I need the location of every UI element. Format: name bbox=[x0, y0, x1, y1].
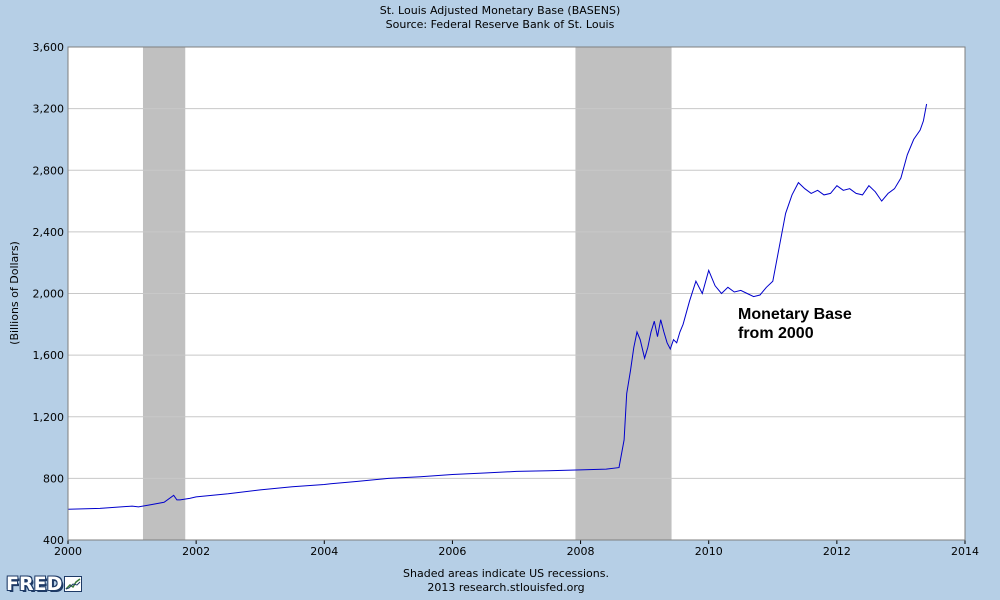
x-tick-label-2000: 2000 bbox=[54, 545, 82, 558]
chart-title: St. Louis Adjusted Monetary Base (BASENS… bbox=[380, 4, 620, 17]
y-tick-label-2400: 2,400 bbox=[33, 226, 65, 239]
logo-text: FRED bbox=[6, 573, 63, 595]
fred-logo[interactable]: FRED bbox=[6, 573, 83, 595]
y-tick-label-1600: 1,600 bbox=[33, 349, 65, 362]
x-tick-label-2010: 2010 bbox=[695, 545, 723, 558]
annotation-line-1: Monetary Base bbox=[738, 306, 852, 323]
x-tick-label-2004: 2004 bbox=[310, 545, 338, 558]
x-tick-labels: 2000 2002 2004 2006 2008 2010 2012 2014 bbox=[54, 540, 979, 558]
footer-credit: 2013 research.stlouisfed.org bbox=[427, 581, 584, 594]
x-tick-label-2014: 2014 bbox=[951, 545, 979, 558]
chart-subtitle: Source: Federal Reserve Bank of St. Loui… bbox=[386, 18, 615, 31]
y-tick-label-400: 400 bbox=[43, 534, 64, 547]
y-tick-label-3200: 3,200 bbox=[33, 103, 65, 116]
y-tick-label-2800: 2,800 bbox=[33, 164, 65, 177]
x-tick-label-2008: 2008 bbox=[567, 545, 595, 558]
x-tick-label-2012: 2012 bbox=[823, 545, 851, 558]
y-tick-label-1200: 1,200 bbox=[33, 411, 65, 424]
x-tick-label-2006: 2006 bbox=[438, 545, 466, 558]
y-tick-labels: 400 800 1,200 1,600 2,000 2,400 2,800 3,200 3,60… bbox=[33, 41, 65, 547]
y-tick-label-800: 800 bbox=[43, 472, 64, 485]
plot-border bbox=[67, 46, 966, 541]
series-line-monetary-base bbox=[67, 103, 928, 510]
y-tick-label-2000: 2,000 bbox=[33, 288, 65, 301]
annotation-text: Monetary Base from 2000 bbox=[738, 306, 856, 342]
y-tick-label-3600: 3,600 bbox=[33, 41, 65, 54]
y-axis-label: (Billions of Dollars) bbox=[8, 241, 21, 345]
x-tick-label-2002: 2002 bbox=[182, 545, 210, 558]
chart-line-icon bbox=[64, 576, 83, 592]
annotation-line-2: from 2000 bbox=[738, 325, 814, 342]
footer-note: Shaded areas indicate US recessions. bbox=[403, 567, 609, 580]
